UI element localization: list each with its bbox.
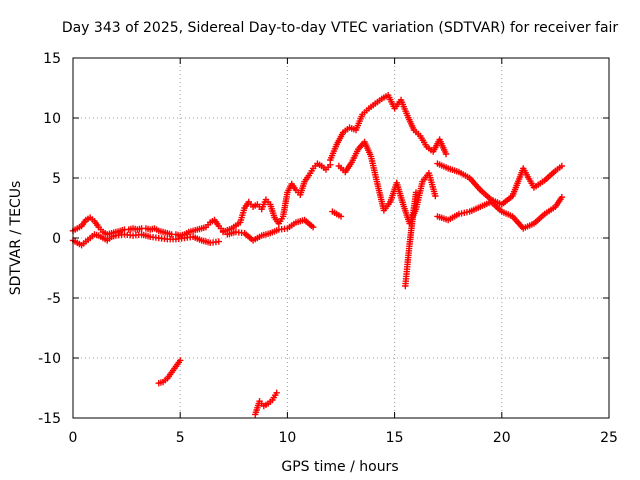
y-tick-label: -10 <box>38 351 61 367</box>
series-outlier-4-5h <box>155 357 184 387</box>
y-tick-label: 15 <box>43 51 61 67</box>
x-tick-label: 20 <box>493 430 511 446</box>
data-points <box>69 92 566 418</box>
y-tick-label: -15 <box>38 411 61 427</box>
data-point <box>215 238 222 245</box>
data-point <box>177 357 184 364</box>
y-tick-label: 5 <box>52 171 61 187</box>
y-axis-label: SDTVAR / TECUs <box>8 181 24 296</box>
data-point <box>432 192 439 200</box>
series-midday-12-16h-upper <box>327 92 450 164</box>
data-point <box>273 389 280 396</box>
series-outlier-8-10h <box>252 389 280 418</box>
x-tick-label: 15 <box>386 430 404 446</box>
series-outlier-12h <box>329 208 345 220</box>
series-low-band-0-7h-lower <box>69 231 222 249</box>
series-afternoon-17-23h-upper <box>434 160 566 208</box>
series-low-band-0-7h <box>69 214 227 239</box>
x-axis-label: GPS time / hours <box>281 459 398 475</box>
data-point <box>558 194 566 201</box>
data-point <box>412 189 420 196</box>
series-afternoon-17-23h-lower <box>434 194 566 232</box>
x-tick-label: 5 <box>176 430 185 446</box>
y-tick-label: -5 <box>47 291 61 307</box>
chart-title: Day 343 of 2025, Sidereal Day-to-day VTE… <box>62 20 619 36</box>
x-tick-label: 0 <box>69 430 78 446</box>
data-point <box>558 162 566 170</box>
series-midday-12-16h-lower <box>335 138 439 227</box>
series-rise-7-12h <box>219 160 334 236</box>
series-dip-15-16h <box>402 189 420 290</box>
data-point <box>442 150 450 158</box>
x-tick-label: 10 <box>278 430 296 446</box>
y-tick-label: 10 <box>43 111 61 127</box>
series-rise-7-12h-lower <box>224 216 317 244</box>
axis-ticks: 0 5 10 15 20 25 -15 -10 -5 0 5 10 15 <box>38 51 618 446</box>
grid-lines <box>73 58 609 418</box>
x-tick-label: 25 <box>600 430 618 446</box>
data-point <box>309 224 317 231</box>
data-point <box>337 213 345 220</box>
y-tick-label: 0 <box>52 231 61 247</box>
